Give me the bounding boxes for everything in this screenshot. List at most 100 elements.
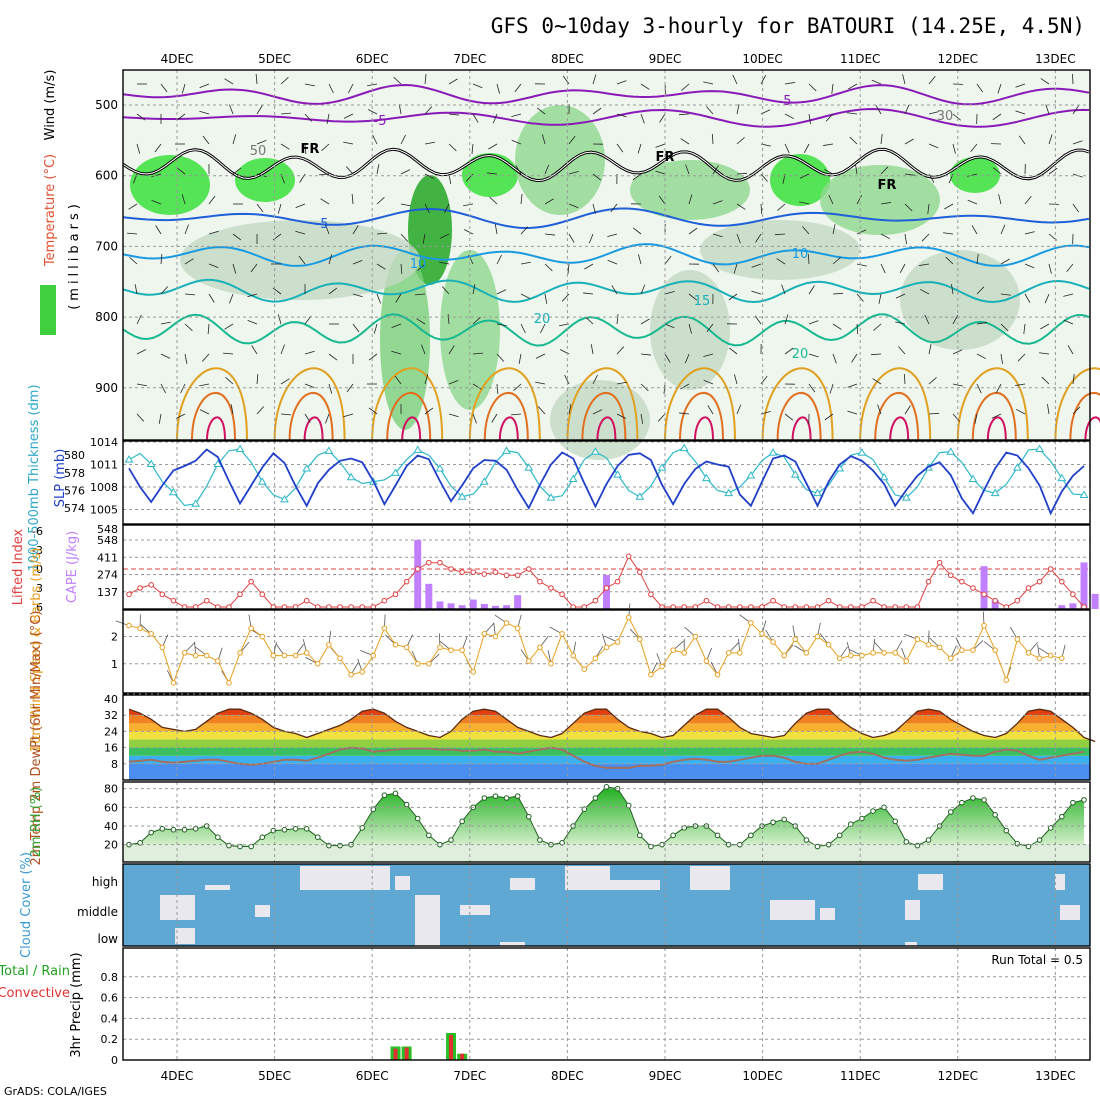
wind-barb <box>277 314 282 325</box>
wind-barb <box>921 233 930 242</box>
wind-barb <box>880 233 891 240</box>
wind-barb <box>232 134 237 145</box>
wind-barb <box>967 199 978 205</box>
wind-barb <box>728 293 738 301</box>
wind-barb <box>1000 353 1003 364</box>
wind-barb <box>160 286 168 295</box>
cape-tick-label: 411 <box>97 551 118 564</box>
top-date-label: 13DEC <box>1035 52 1075 66</box>
top-date-label: 11DEC <box>840 52 880 66</box>
rh-line-point <box>1014 840 1021 847</box>
thickness-line-point <box>435 463 445 472</box>
wind-speed-line-point <box>314 660 321 667</box>
wind-barb <box>976 254 979 265</box>
thickness-line-point <box>702 473 711 482</box>
wind-barb <box>181 194 186 205</box>
temp-contour-25 <box>956 367 1029 441</box>
wind-barb <box>880 202 891 205</box>
wind-barb <box>295 203 306 208</box>
wind-speed-line-point <box>137 625 143 632</box>
temp-band <box>129 755 1090 764</box>
run-total-label: Run Total = 0.5 <box>991 953 1083 967</box>
wind-speed-line-point <box>514 625 521 632</box>
lifted-index-line-point <box>959 578 965 585</box>
cloud-block <box>770 900 815 920</box>
wind-barb <box>326 113 330 124</box>
rh-line-point <box>670 832 676 839</box>
wind-barb <box>919 288 930 295</box>
wind-barb <box>424 173 435 179</box>
contour-label: 50 <box>250 144 267 159</box>
thickness-line-point <box>391 468 400 476</box>
temp-tick-label: 40 <box>104 693 118 706</box>
wind-speed-line-point <box>281 652 288 659</box>
top-date-label: 8DEC <box>551 52 584 66</box>
wind-barb <box>640 413 644 424</box>
wind-speed-line-point <box>170 680 177 686</box>
wind-barb <box>904 173 915 176</box>
wind-barb <box>895 321 906 325</box>
wind-speed-line-point <box>1058 655 1065 662</box>
wind-barb <box>561 293 570 302</box>
rh-region <box>700 220 860 280</box>
wind-tick-label: 1 <box>111 658 118 671</box>
wind-speed-line-point <box>892 650 899 656</box>
axis-label-millibars: (millibars) <box>67 200 82 310</box>
wind-barb <box>199 110 210 115</box>
temp-contour-35 <box>401 416 422 441</box>
cloud-row-label: middle <box>77 905 118 919</box>
wind-speed-line-point <box>870 650 876 656</box>
wind-barb <box>952 383 963 387</box>
top-date-label: 9DEC <box>649 52 682 66</box>
precip-legend-total: Total / Rain <box>0 964 70 979</box>
wind-barb <box>439 261 450 265</box>
contour-label: -5 <box>374 114 387 129</box>
wind-barb <box>1000 323 1009 332</box>
rh-line-point <box>1036 837 1043 843</box>
wind-barb <box>395 293 402 303</box>
wind-barb <box>736 203 746 210</box>
lifted-index-line-point <box>1070 591 1076 598</box>
rh-line-point <box>581 806 588 813</box>
wind-barb <box>325 224 330 235</box>
wind-barb <box>711 133 714 145</box>
top-date-label: 12DEC <box>938 52 978 66</box>
thickness-line-point <box>790 470 800 478</box>
rh-line-point <box>337 842 343 849</box>
wind-barb <box>899 263 906 274</box>
wind-speed-line-point <box>981 622 987 629</box>
wind-barb <box>199 83 210 88</box>
lifted-index-line-point <box>481 571 488 577</box>
rh-line-point <box>215 834 221 841</box>
bottom-date-label: 13DEC <box>1035 1069 1075 1083</box>
bottom-date-label: 8DEC <box>551 1069 584 1083</box>
axis-label-cloud-cover: Cloud Cover (%) <box>19 852 34 958</box>
wind-speed-line-point <box>470 669 477 675</box>
wind-speed-line-point <box>159 644 166 651</box>
wind-barb <box>904 104 910 115</box>
wind-barb <box>208 263 219 268</box>
cloud-block <box>918 874 943 890</box>
wind-barb <box>415 293 426 296</box>
cloud-block <box>820 908 835 920</box>
wind-barb <box>520 323 526 334</box>
wind-barb <box>343 113 354 119</box>
top-date-label: 7DEC <box>453 52 486 66</box>
temp-contour-30 <box>874 392 920 441</box>
wind-barb <box>176 167 186 175</box>
wind-barb <box>256 105 263 115</box>
temp-contour-30 <box>386 392 432 441</box>
precip-tick-label: 0 <box>111 1054 118 1067</box>
wind-barb <box>664 353 671 363</box>
wind-barb <box>463 203 474 207</box>
lifted-index-line-point <box>981 591 987 598</box>
wind-barb <box>776 258 786 265</box>
lifted-index-line-point <box>559 591 565 598</box>
rh-line-point <box>359 825 365 831</box>
rh-line-point <box>592 795 599 801</box>
wind-speed-line-point <box>648 671 654 678</box>
wind-barb <box>400 169 411 175</box>
cape-bar <box>480 603 488 609</box>
wind-barb <box>393 76 402 85</box>
wind-barb <box>491 413 498 423</box>
